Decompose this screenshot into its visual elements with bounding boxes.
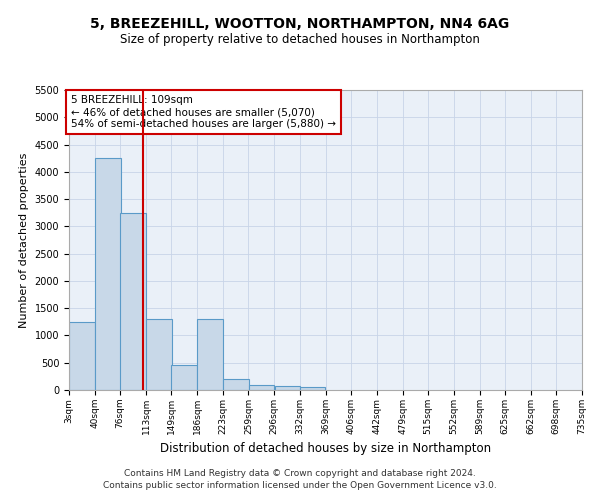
Bar — [95, 158, 121, 390]
Text: Size of property relative to detached houses in Northampton: Size of property relative to detached ho… — [120, 32, 480, 46]
Bar — [197, 319, 223, 390]
Y-axis label: Number of detached properties: Number of detached properties — [19, 152, 29, 328]
Text: Contains public sector information licensed under the Open Government Licence v3: Contains public sector information licen… — [103, 481, 497, 490]
Bar — [121, 212, 146, 390]
Bar — [300, 386, 325, 390]
Bar — [248, 384, 274, 390]
X-axis label: Distribution of detached houses by size in Northampton: Distribution of detached houses by size … — [160, 442, 491, 456]
Text: 5, BREEZEHILL, WOOTTON, NORTHAMPTON, NN4 6AG: 5, BREEZEHILL, WOOTTON, NORTHAMPTON, NN4… — [91, 18, 509, 32]
Text: Contains HM Land Registry data © Crown copyright and database right 2024.: Contains HM Land Registry data © Crown c… — [124, 468, 476, 477]
Bar — [172, 366, 197, 390]
Bar — [69, 322, 95, 390]
Bar — [223, 379, 249, 390]
Bar — [146, 319, 172, 390]
Text: 5 BREEZEHILL: 109sqm
← 46% of detached houses are smaller (5,070)
54% of semi-de: 5 BREEZEHILL: 109sqm ← 46% of detached h… — [71, 96, 336, 128]
Bar — [275, 386, 300, 390]
